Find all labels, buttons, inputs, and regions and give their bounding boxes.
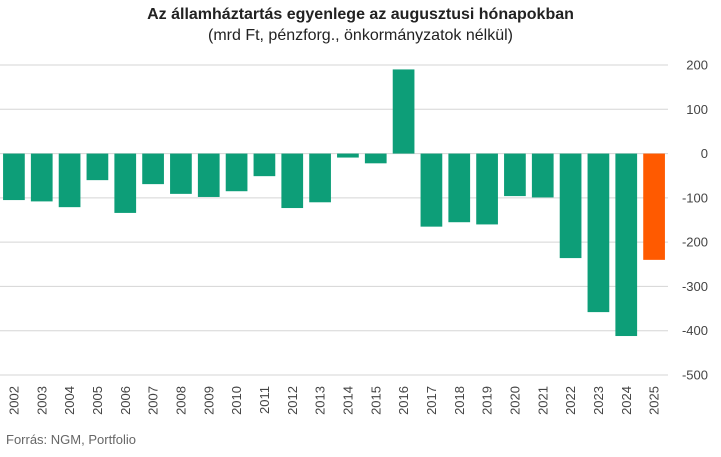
bars — [3, 69, 665, 337]
bar-2022 — [559, 153, 582, 259]
x-tick-label: 2017 — [424, 386, 439, 415]
y-tick-label: 100 — [686, 102, 708, 117]
bar-2004 — [58, 153, 81, 208]
bar-2023 — [587, 153, 610, 313]
source-note: Forrás: NGM, Portfolio — [6, 432, 137, 447]
x-tick-label: 2004 — [62, 386, 77, 415]
bar-2007 — [142, 153, 164, 185]
bar-2018 — [448, 153, 471, 223]
y-tick-label: -400 — [682, 323, 708, 338]
bar-2016 — [392, 69, 415, 154]
bar-2014 — [337, 153, 359, 158]
x-tick-label: 2008 — [173, 386, 188, 415]
bar-2009 — [197, 153, 220, 197]
x-tick-label: 2015 — [368, 386, 383, 415]
x-tick-label: 2007 — [146, 386, 161, 415]
chart-subtitle: (mrd Ft, pénzforg., önkormányzatok nélkü… — [207, 27, 513, 44]
bar-2017 — [420, 153, 443, 227]
x-tick-label: 2025 — [647, 386, 662, 415]
bar-2003 — [30, 153, 53, 202]
bar-2019 — [476, 153, 498, 225]
bar-2015 — [364, 153, 387, 164]
y-tick-label: -100 — [682, 190, 708, 205]
x-tick-label: 2010 — [229, 386, 244, 415]
y-tick-label: -200 — [682, 235, 708, 250]
x-tick-label: 2005 — [90, 386, 105, 415]
x-tick-label: 2022 — [563, 386, 578, 415]
bar-2002 — [3, 153, 25, 201]
x-tick-label: 2014 — [340, 386, 355, 415]
x-tick-label: 2012 — [285, 386, 300, 415]
bar-2013 — [309, 153, 331, 203]
bar-2025 — [643, 153, 665, 260]
bar-2006 — [114, 153, 137, 213]
bar-2008 — [170, 153, 192, 194]
bar-2020 — [504, 153, 526, 197]
x-tick-label: 2009 — [201, 386, 216, 415]
bar-2021 — [531, 153, 554, 198]
bar-2024 — [615, 153, 638, 337]
x-tick-label: 2024 — [619, 386, 634, 415]
x-axis-ticks: 2002 2003 2004 2005 2006 2007 2008 2009 2010 2011… — [6, 386, 661, 415]
chart-title: Az államháztartás egyenlege az augusztus… — [147, 6, 574, 23]
x-tick-label: 2002 — [6, 386, 21, 415]
x-tick-label: 2021 — [535, 386, 550, 415]
y-tick-label: 200 — [686, 58, 708, 73]
y-tick-label: -500 — [682, 368, 708, 383]
x-tick-label: 2023 — [591, 386, 606, 415]
bar-2012 — [281, 153, 304, 209]
x-tick-label: 2013 — [313, 386, 328, 415]
bar-2010 — [225, 153, 248, 192]
bar-2005 — [86, 153, 109, 181]
y-axis-ticks: 200 100 0 -100 -200 -300 -400 -500 — [682, 58, 708, 383]
x-tick-label: 2006 — [118, 386, 133, 415]
x-tick-label: 2020 — [507, 386, 522, 415]
x-tick-label: 2011 — [257, 386, 272, 414]
y-tick-label: 0 — [701, 146, 708, 161]
x-tick-label: 2019 — [480, 386, 495, 415]
y-tick-label: -300 — [682, 279, 708, 294]
x-tick-label: 2018 — [452, 386, 467, 415]
x-tick-label: 2016 — [396, 386, 411, 415]
gridlines — [0, 64, 668, 376]
x-tick-label: 2003 — [34, 386, 49, 415]
bar-2011 — [253, 153, 276, 177]
